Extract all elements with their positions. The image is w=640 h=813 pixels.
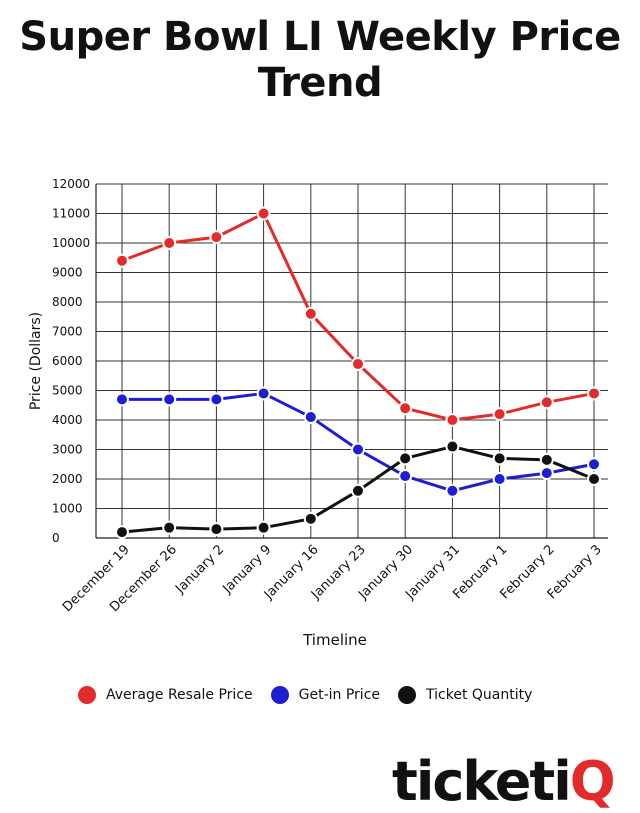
data-point — [398, 451, 413, 466]
y-tick-label: 9000 — [52, 266, 83, 280]
data-point — [351, 356, 365, 371]
y-tick-label: 2000 — [52, 472, 83, 486]
data-point — [162, 236, 177, 250]
y-tick-label: 5000 — [52, 384, 83, 398]
data-point — [115, 525, 129, 540]
data-point — [539, 466, 554, 481]
data-point — [492, 472, 507, 486]
data-point — [256, 206, 271, 221]
data-point — [445, 413, 460, 427]
y-axis-title: Price (Dollars) — [28, 312, 44, 410]
legend-dot-black — [398, 686, 417, 704]
data-point — [209, 230, 224, 245]
x-axis-title: Timeline — [302, 631, 367, 649]
legend-dot-red — [78, 686, 96, 704]
y-tick-label: 1000 — [52, 502, 83, 516]
y-tick-label: 10000 — [52, 236, 90, 250]
data-point — [115, 253, 129, 268]
x-tick-label: January 2 — [172, 542, 227, 597]
data-point — [539, 395, 554, 410]
data-point — [398, 401, 413, 416]
legend-label: Ticket Quantity — [426, 687, 533, 703]
legend-item-ticket-quantity: Ticket Quantity — [398, 686, 532, 704]
data-point — [162, 392, 177, 407]
legend-label: Average Resale Price — [106, 687, 253, 703]
data-point — [303, 410, 318, 425]
y-tick-label: 0 — [52, 531, 60, 545]
logo-text: ticketi — [392, 750, 572, 813]
data-point — [492, 451, 507, 466]
legend-label: Get-in Price — [298, 687, 381, 703]
data-point — [587, 472, 601, 486]
legend-item-average-resale-price: Average Resale Price — [78, 686, 253, 704]
data-point — [398, 469, 413, 484]
data-point — [303, 511, 318, 526]
data-point — [303, 306, 318, 321]
y-tick-label: 6000 — [52, 354, 83, 368]
chart-title-line1: Super Bowl LI Weekly Price — [19, 14, 621, 60]
data-point — [539, 452, 554, 467]
data-point — [256, 520, 271, 535]
legend: Average Resale Price Get-in Price Ticket… — [78, 686, 550, 704]
legend-dot-blue — [270, 686, 289, 704]
data-point — [445, 439, 460, 454]
y-tick-label: 4000 — [52, 413, 83, 427]
data-point — [162, 520, 177, 535]
y-tick-label: 7000 — [52, 325, 83, 339]
data-point — [492, 407, 507, 422]
y-tick-label: 12000 — [52, 177, 90, 191]
y-tick-label: 3000 — [52, 443, 83, 457]
data-point — [445, 483, 460, 498]
y-tick-label: 11000 — [52, 207, 90, 221]
data-point — [587, 386, 601, 401]
data-point — [587, 457, 601, 472]
data-point — [351, 483, 365, 498]
chart-title-line2: Trend — [257, 60, 383, 106]
data-point — [115, 392, 129, 407]
y-tick-label: 8000 — [52, 295, 83, 309]
chart-title: Super Bowl LI Weekly Price Trend — [0, 14, 640, 106]
legend-item-get-in-price: Get-in Price — [270, 686, 381, 704]
data-point — [351, 442, 365, 457]
ticketiq-logo: ticketiQ — [392, 750, 616, 813]
data-point — [256, 386, 271, 401]
data-point — [209, 392, 224, 407]
logo-q-magnifier: Q — [569, 750, 616, 813]
data-point — [209, 522, 224, 537]
